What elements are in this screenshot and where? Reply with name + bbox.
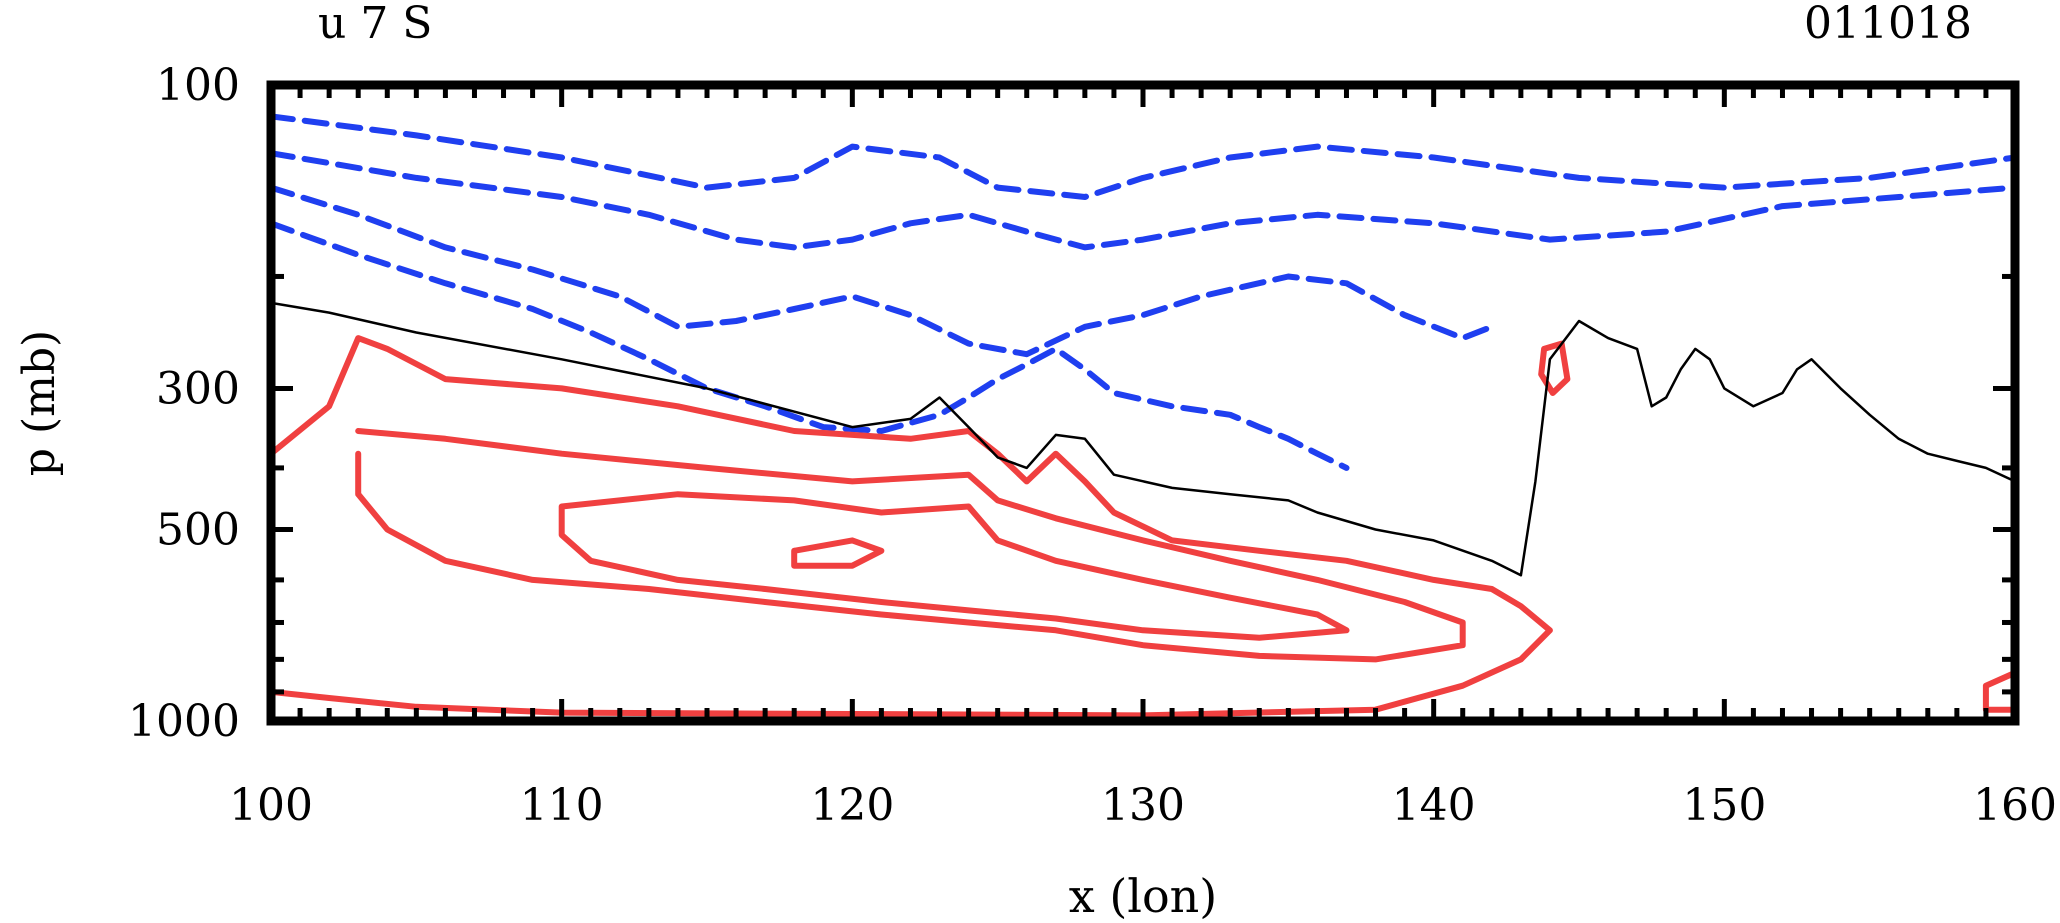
x-tick-label: 100 xyxy=(229,780,313,831)
x-tick-label: 110 xyxy=(520,780,604,831)
tick-labels: 100 110 120 130 140 150 160 100 300 500 1000 xyxy=(128,60,2057,831)
chart-title: u 7 S xyxy=(318,0,432,49)
negative-contour xyxy=(271,150,2015,251)
y-tick-label: 300 xyxy=(156,363,240,414)
x-tick-label: 150 xyxy=(1682,780,1766,831)
positive-contour xyxy=(1538,340,1571,396)
x-tick-label: 120 xyxy=(810,780,894,831)
negative-contour xyxy=(271,184,1495,358)
x-tick-label: 130 xyxy=(1101,780,1185,831)
contour-lines xyxy=(271,113,2015,719)
y-tick-label: 500 xyxy=(156,505,240,556)
x-axis-label: x (lon) xyxy=(1069,869,1218,923)
y-tick-label: 1000 xyxy=(128,696,240,747)
plot-frame xyxy=(266,80,2020,726)
zero-contour xyxy=(271,301,2015,577)
positive-contour xyxy=(355,428,1466,663)
y-axis-label: p (mb) xyxy=(14,330,65,476)
y-tick-label: 100 xyxy=(156,60,240,111)
positive-contour xyxy=(558,491,1350,641)
x-tick-label: 160 xyxy=(1973,780,2057,831)
negative-contour xyxy=(271,113,2015,200)
x-tick-label: 140 xyxy=(1392,780,1476,831)
positive-contour xyxy=(791,537,885,569)
positive-contour xyxy=(1982,669,2015,713)
chart-date-label: 011018 xyxy=(1804,0,1972,49)
negative-contour xyxy=(271,220,1350,471)
